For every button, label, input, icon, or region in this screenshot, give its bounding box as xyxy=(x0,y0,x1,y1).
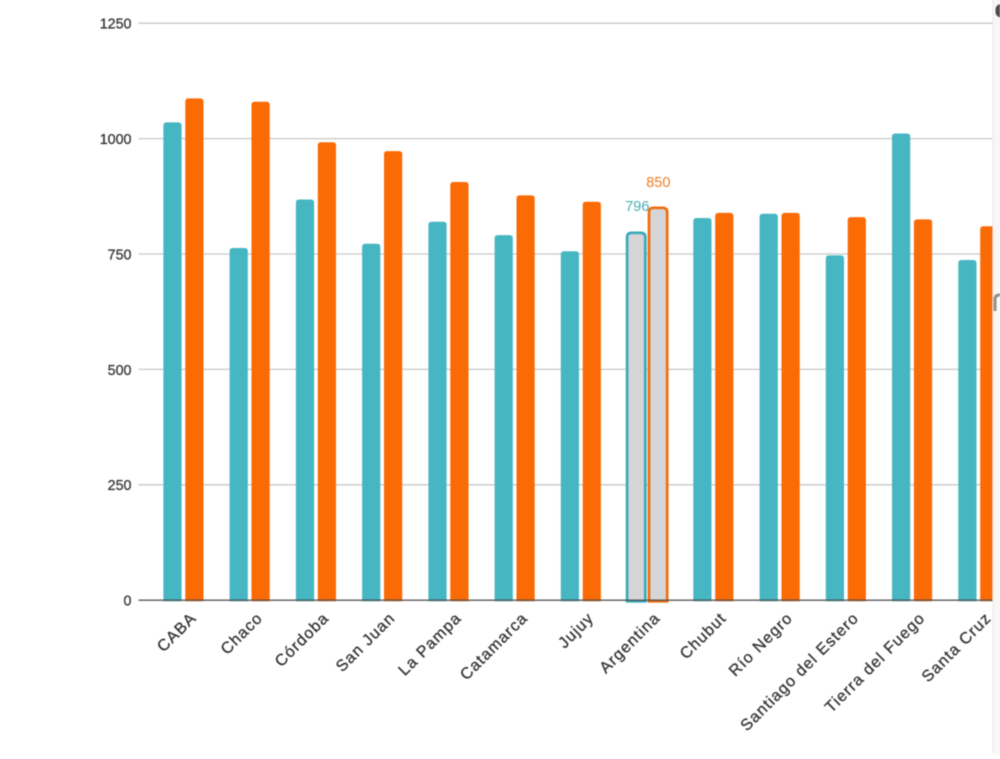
svg-text:1250: 1250 xyxy=(100,17,132,33)
svg-text:500: 500 xyxy=(108,363,132,379)
svg-text:1000: 1000 xyxy=(100,132,132,148)
svg-text:0: 0 xyxy=(124,594,132,610)
svg-text:250: 250 xyxy=(108,478,132,494)
svg-text:796: 796 xyxy=(625,199,649,215)
svg-text:850: 850 xyxy=(646,175,670,191)
svg-text:750: 750 xyxy=(108,247,132,263)
